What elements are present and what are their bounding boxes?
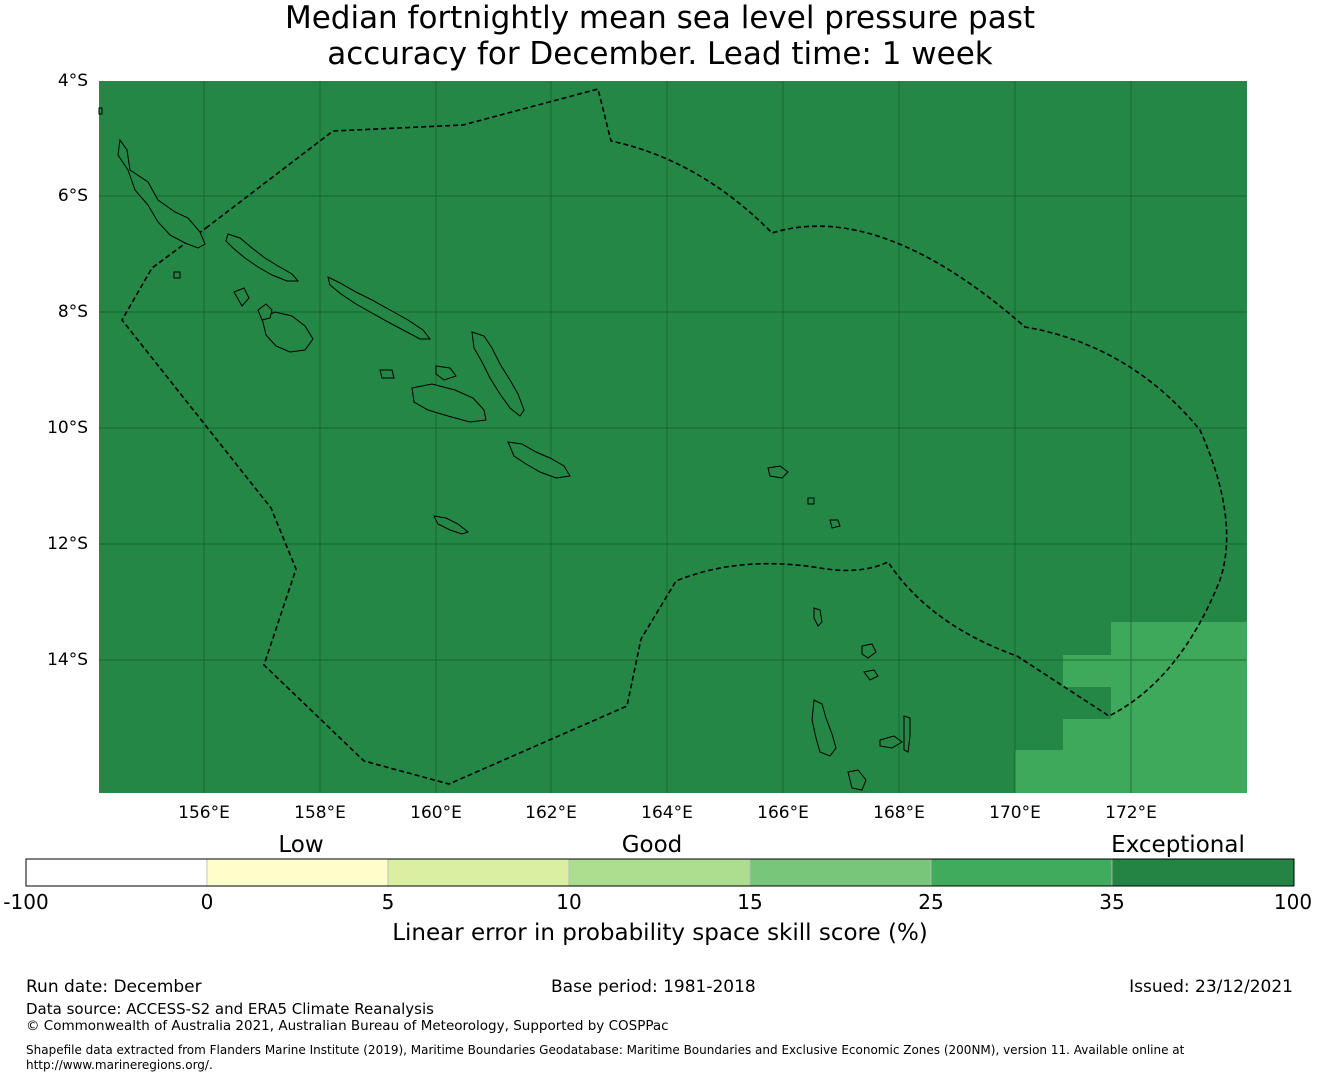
shapefile-credit-line-1: Shapefile data extracted from Flanders M… xyxy=(26,1043,1185,1057)
lat-label-8s: 8°S xyxy=(57,302,88,322)
island-small-3 xyxy=(829,519,841,529)
island-vella-lavella xyxy=(257,303,273,321)
lon-label-158e: 158°E xyxy=(294,803,346,823)
eez-boundaries xyxy=(121,88,1228,785)
colorbar-frame xyxy=(25,858,1295,887)
map-gridlines xyxy=(99,81,1247,793)
island-makira xyxy=(507,441,571,479)
lat-label-14s: 14°S xyxy=(47,650,88,670)
island-malaita xyxy=(471,331,525,417)
coastlines xyxy=(98,107,911,791)
island-torres xyxy=(813,607,823,627)
island-gaua xyxy=(863,669,879,681)
colorbar-tick-0: 0 xyxy=(200,890,214,914)
island-rennell xyxy=(433,515,470,535)
island-guadalcanal xyxy=(411,383,487,423)
lon-label-170e: 170°E xyxy=(989,803,1041,823)
colorbar xyxy=(25,858,1295,887)
island-santa-isabel xyxy=(327,276,432,340)
island-pentecost xyxy=(903,715,911,753)
map-title-line-1: Median fortnightly mean sea level pressu… xyxy=(284,0,1036,36)
colorbar-segment-3 xyxy=(387,858,570,887)
category-good: Good xyxy=(621,832,683,858)
lon-label-160e: 160°E xyxy=(410,803,462,823)
island-ranongga xyxy=(233,287,250,307)
island-small-1 xyxy=(379,369,395,379)
colorbar-tick-15: 15 xyxy=(737,890,763,914)
lon-label-168e: 168°E xyxy=(873,803,925,823)
map-area xyxy=(99,81,1247,793)
eez-solomon-islands xyxy=(121,88,1228,785)
island-ambae xyxy=(879,735,903,749)
lon-label-172e: 172°E xyxy=(1105,803,1157,823)
colorbar-tick-100: 100 xyxy=(1273,890,1313,914)
lon-label-164e: 164°E xyxy=(641,803,693,823)
island-small-5 xyxy=(173,271,181,279)
colorbar-segment-1 xyxy=(25,858,208,887)
colorbar-segment-6 xyxy=(930,858,1113,887)
lon-label-162e: 162°E xyxy=(525,803,577,823)
island-espiritu-santo xyxy=(811,699,837,757)
colorbar-segment-5 xyxy=(749,858,932,887)
category-low: Low xyxy=(278,832,324,858)
colorbar-tick-minus100: -100 xyxy=(3,890,49,914)
lat-label-10s: 10°S xyxy=(47,418,88,438)
colorbar-tick-5: 5 xyxy=(381,890,395,914)
colorbar-label: Linear error in probability space skill … xyxy=(392,920,928,946)
island-vanua-lava xyxy=(861,643,877,659)
run-date: Run date: December xyxy=(26,977,202,997)
island-bougainville xyxy=(117,138,206,249)
lat-label-4s: 4°S xyxy=(57,71,88,91)
island-small-4 xyxy=(807,497,815,505)
base-period: Base period: 1981-2018 xyxy=(551,977,756,997)
island-choiseul xyxy=(225,233,300,282)
lat-label-12s: 12°S xyxy=(47,534,88,554)
shapefile-credit-line-2: http://www.marineregions.org/. xyxy=(26,1058,213,1072)
map-title-line-2: accuracy for December. Lead time: 1 week xyxy=(327,36,993,72)
colorbar-tick-25: 25 xyxy=(918,890,944,914)
island-small-6 xyxy=(98,107,103,115)
issued-date: Issued: 23/12/2021 xyxy=(1129,977,1293,997)
colorbar-segment-2 xyxy=(206,858,389,887)
lon-label-156e: 156°E xyxy=(178,803,230,823)
colorbar-segment-7 xyxy=(1111,858,1295,887)
island-new-georgia xyxy=(261,311,314,353)
copyright: © Commonwealth of Australia 2021, Austra… xyxy=(26,1018,669,1034)
lat-label-6s: 6°S xyxy=(57,186,88,206)
colorbar-tick-35: 35 xyxy=(1099,890,1125,914)
colorbar-segment-4 xyxy=(568,858,751,887)
category-exceptional: Exceptional xyxy=(1111,832,1245,858)
island-santa-cruz xyxy=(767,465,789,479)
island-small-2 xyxy=(435,365,457,381)
lon-label-166e: 166°E xyxy=(757,803,809,823)
island-malekula xyxy=(847,769,867,791)
data-source: Data source: ACCESS-S2 and ERA5 Climate … xyxy=(26,1000,434,1018)
colorbar-tick-10: 10 xyxy=(556,890,582,914)
